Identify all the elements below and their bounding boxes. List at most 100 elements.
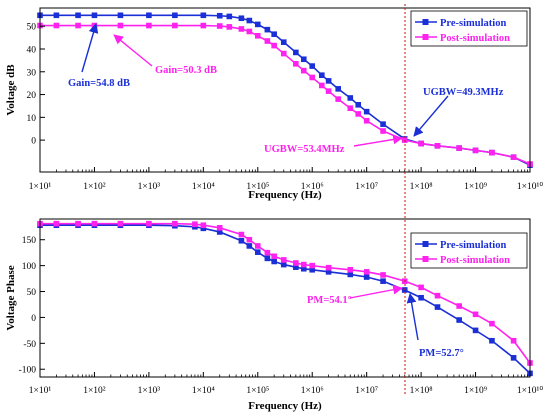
data-point-pre: [380, 278, 386, 284]
data-point-pre: [254, 21, 261, 28]
y-tick-label: 10: [27, 114, 37, 124]
data-point-post: [456, 145, 462, 151]
y-tick-label: 0: [31, 137, 36, 147]
ugbw-pre-label: UGBW=49.3MHz: [423, 87, 504, 98]
legend-box: [410, 10, 528, 47]
x-tick-label: 1×10³: [138, 386, 161, 396]
gain-pre-label: Gain=54.8 dB: [68, 78, 130, 89]
data-point-pre: [319, 72, 325, 78]
y-tick-label: 50: [27, 288, 37, 298]
ugbw-post-arrow: [353, 134, 403, 147]
y-tick-label: 150: [22, 236, 37, 246]
data-point-pre: [363, 274, 370, 280]
data-point-post: [146, 22, 152, 29]
data-point-pre: [293, 49, 299, 56]
legend-label-post: Post-simulation: [440, 255, 510, 266]
phase-chart: 1×10¹ 1×10² 1×10³ 1×10⁴ 1×10⁵ 1×10⁶ 1×10⁷ 1×10⁸…: [5, 218, 543, 412]
data-point-post: [172, 220, 178, 227]
data-point-post: [254, 32, 261, 39]
legend-marker-pre: [422, 19, 429, 25]
x-tick-label: 1×10²: [83, 182, 106, 192]
data-point-pre: [200, 225, 207, 232]
data-point-post: [363, 117, 370, 124]
x-tick-label: 1×10²: [83, 386, 106, 396]
data-point-post: [489, 320, 495, 327]
data-point-post: [319, 82, 325, 89]
gain-pre-arrow: [81, 23, 99, 73]
pm-pre-arrow: [406, 293, 419, 341]
data-point-post: [418, 284, 424, 291]
x-axis-title: Frequency (Hz): [248, 189, 322, 201]
data-point-post: [53, 220, 60, 227]
legend-marker-post: [422, 34, 429, 40]
data-point-pre: [264, 26, 271, 33]
data-point-post: [355, 111, 362, 117]
pm-pre-label: PM=52.7°: [419, 348, 464, 359]
x-tick-label: 1×10³: [138, 182, 161, 192]
data-point-pre: [309, 266, 316, 273]
x-tick-label: 1×10⁵: [246, 182, 269, 192]
y-tick-label: 20: [27, 91, 37, 101]
plot-frame: [39, 7, 531, 173]
annotations: PM=54.1° PM=52.7°: [307, 284, 464, 359]
data-point-post: [293, 260, 299, 266]
data-point-pre: [75, 12, 81, 19]
data-point-post: [192, 221, 198, 227]
legend-label-pre: Pre-simulation: [440, 18, 506, 29]
data-point-pre: [363, 108, 370, 115]
data-point-post: [347, 266, 354, 273]
legend-box: [410, 232, 528, 269]
data-point-post: [264, 38, 271, 44]
data-point-post: [172, 22, 178, 29]
y-tick-label: 50: [27, 23, 37, 33]
data-point-post: [380, 128, 386, 134]
data-point-post: [456, 303, 462, 309]
data-point-post: [226, 24, 233, 30]
legend: Pre-simulation Post-simulation: [410, 232, 528, 269]
data-point-post: [363, 269, 370, 275]
x-tick-label: 1×10⁵: [246, 386, 269, 396]
data-point-pre: [254, 249, 261, 255]
y-tick-label: 40: [27, 46, 37, 56]
data-point-pre: [172, 12, 178, 19]
data-point-pre: [380, 121, 386, 127]
x-tick-label: 1×10⁶: [301, 386, 324, 396]
y-tick-label: 0: [31, 314, 36, 324]
data-point-post: [146, 220, 152, 227]
data-point-pre: [246, 17, 253, 24]
data-point-pre: [325, 269, 332, 275]
legend-marker-pre: [422, 241, 429, 247]
data-point-pre: [456, 317, 462, 323]
data-point-pre: [347, 271, 354, 278]
data-point-post: [264, 249, 271, 256]
data-point-pre: [293, 264, 299, 270]
data-point-pre: [271, 258, 277, 265]
data-point-post: [117, 220, 124, 227]
data-point-pre: [355, 102, 362, 108]
data-point-post: [472, 147, 479, 154]
data-point-pre: [489, 337, 495, 344]
y-tick-label: -100: [19, 366, 37, 376]
data-point-pre: [300, 56, 307, 63]
x-tick-label: 1×10⁷: [355, 182, 378, 192]
data-point-pre: [271, 31, 277, 37]
data-point-pre: [238, 15, 245, 22]
x-tick-label: 1×10¹⁰: [517, 181, 543, 192]
data-point-pre: [280, 39, 287, 45]
data-point-post: [325, 264, 332, 271]
data-point-post: [300, 261, 307, 268]
y-axis-title: Voltage Phase: [5, 265, 17, 330]
legend-label-pre: Pre-simulation: [440, 240, 506, 251]
x-tick-label: 1×10⁶: [301, 182, 324, 192]
data-point-pre: [117, 12, 124, 19]
data-point-post: [117, 22, 124, 29]
x-tick-label: 1×10⁸: [410, 182, 433, 192]
data-point-post: [325, 88, 332, 94]
data-point-post: [380, 272, 386, 278]
data-point-post: [53, 22, 60, 29]
data-point-pre: [325, 78, 332, 84]
y-tick-label: -50: [23, 340, 36, 350]
data-point-pre: [264, 255, 271, 262]
x-tick-label: 1×10⁹: [464, 386, 488, 396]
